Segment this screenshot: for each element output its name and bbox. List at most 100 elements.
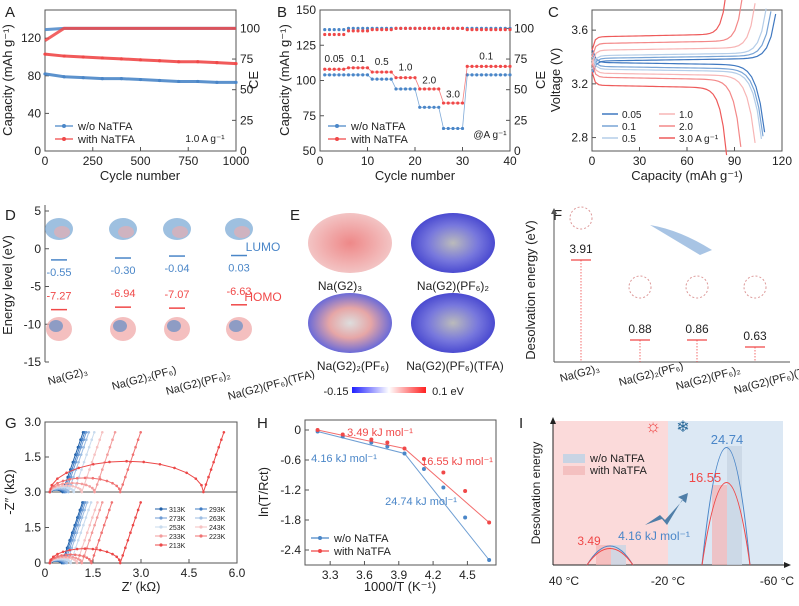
discharge-curve <box>591 55 763 140</box>
discharge-curve <box>591 63 742 148</box>
capacity-point <box>356 66 360 70</box>
x-tick-label: 4.5 <box>459 568 476 582</box>
homo-value: -6.94 <box>110 288 135 300</box>
capacity-line-red <box>324 66 510 104</box>
ce-point <box>346 26 351 30</box>
capacity-point <box>484 73 488 77</box>
low-energy-label: 3.49 <box>577 534 601 548</box>
y-axis-label: Desolvation energy (eV) <box>523 220 538 359</box>
capacity-point <box>399 87 403 91</box>
ce-point <box>432 26 436 30</box>
lumo-value: -0.04 <box>164 263 189 275</box>
data-point <box>385 440 390 445</box>
nyquist-point <box>74 460 78 464</box>
y-tick-label: 0 <box>240 144 247 158</box>
nyquist-point <box>91 462 95 466</box>
legend-C-label: 2.0 <box>679 122 693 133</box>
capacity-point <box>361 66 365 70</box>
capacity-point <box>484 64 488 68</box>
lumo-value: 0.03 <box>228 263 249 275</box>
rate-label: 2.0 <box>422 75 436 86</box>
capacity-point <box>323 73 327 77</box>
ce-point <box>470 28 474 32</box>
x-tick-label: 30 <box>633 154 647 168</box>
nyquist-point <box>110 501 114 504</box>
y-tick-label: 150 <box>296 3 316 17</box>
legend-G-marker <box>199 525 203 529</box>
nyquist-point <box>97 538 101 542</box>
capacity-point <box>100 77 104 81</box>
nyquist-point <box>70 481 74 485</box>
nyquist-point <box>90 438 94 442</box>
nyquist-point <box>134 516 137 519</box>
lumo-label: LUMO <box>246 240 281 254</box>
nyquist-point <box>68 484 71 488</box>
legend-C-label: 0.1 <box>622 122 636 133</box>
x-tick-label: 0 <box>317 154 324 168</box>
legend-C-label: 3.0 A g⁻¹ <box>679 134 719 145</box>
nyquist-point <box>124 546 127 550</box>
nyquist-point <box>51 555 55 559</box>
x-axis-label: Cycle number <box>100 168 181 183</box>
nyquist-point <box>73 531 77 535</box>
y-tick-label: 0 <box>514 144 521 158</box>
capacity-point <box>43 52 47 56</box>
legend-I-swatch <box>563 466 585 475</box>
nyquist-point <box>92 430 96 434</box>
nyquist-point <box>78 554 81 557</box>
nyquist-point <box>214 453 218 456</box>
nyquist-point <box>76 538 80 542</box>
ce-point <box>394 26 398 30</box>
x-tick-label: 3.3 <box>322 568 339 582</box>
capacity-point <box>323 67 327 71</box>
category-label: Na(G2)(PF₆)(TFA) <box>733 362 799 397</box>
ce-point <box>370 28 374 32</box>
ce-point <box>389 28 393 32</box>
capacity-point <box>418 105 422 109</box>
nyquist-point <box>92 554 96 557</box>
capacity-point <box>346 66 351 70</box>
capacity-point <box>138 77 143 82</box>
nyquist-point <box>48 561 52 565</box>
capacity-point <box>460 126 465 131</box>
x-tick-label: 4.2 <box>425 568 442 582</box>
capacity-point <box>380 70 384 74</box>
ce-point <box>427 26 431 30</box>
nyquist-point <box>125 459 128 463</box>
capacity-point <box>441 126 446 131</box>
nyquist-point <box>95 516 99 519</box>
legend-G-label: 313K <box>169 507 186 514</box>
category-label: Na(G2)(PF₆)₂ <box>675 364 742 393</box>
capacity-point <box>332 73 336 77</box>
nyquist-point <box>65 471 68 475</box>
ce-point <box>437 26 441 30</box>
nyquist-point <box>65 561 69 565</box>
y-tick-label: 80 <box>28 69 42 83</box>
y-axis-label: Desolvation energy <box>529 442 543 545</box>
ce-point <box>456 26 460 30</box>
capacity-point <box>370 70 374 74</box>
nyquist-point <box>108 508 111 512</box>
legend-B-marker <box>335 124 339 128</box>
nyquist-point <box>100 468 104 471</box>
capacity-point <box>494 64 498 68</box>
lumo-orbital-image <box>118 226 134 238</box>
capacity-point <box>361 73 365 77</box>
y-tick-label: -10 <box>24 317 42 331</box>
capacity-point <box>399 76 403 80</box>
nyquist-point <box>87 430 91 434</box>
nyquist-point <box>76 523 79 527</box>
arc-high-red <box>701 482 751 566</box>
nyquist-point <box>85 453 88 456</box>
capacity-line-blue <box>324 74 510 129</box>
data-point <box>340 432 345 437</box>
ce-point <box>342 28 346 32</box>
x-tick-label: 3.0 <box>133 566 150 580</box>
nyquist-point <box>56 481 59 485</box>
capacity-point <box>489 73 493 77</box>
nyquist-point <box>88 523 92 527</box>
nyquist-point <box>111 552 114 556</box>
y-tick-label: 0 <box>294 423 301 437</box>
data-point <box>402 451 407 456</box>
nyquist-point <box>98 477 102 481</box>
